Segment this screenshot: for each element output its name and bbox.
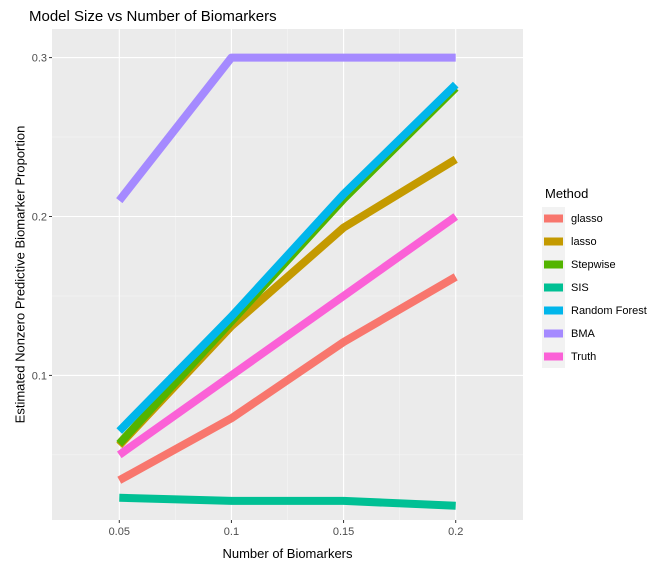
legend: Method glasso lasso Stepwise SIS Random Fore… bbox=[542, 186, 647, 368]
y-tick-label: 0.2 bbox=[32, 212, 47, 224]
y-axis-title: Estimated Nonzero Predictive Biomarker P… bbox=[13, 126, 28, 424]
x-tick-label: 0.2 bbox=[448, 526, 463, 538]
legend-label-truth: Truth bbox=[571, 351, 596, 363]
series-line-random-forest bbox=[116, 81, 459, 434]
y-tick-label: 0.3 bbox=[32, 53, 47, 65]
series-line-truth bbox=[116, 213, 459, 459]
y-tick-label: 0.1 bbox=[32, 370, 47, 382]
legend-label-lasso: lasso bbox=[571, 236, 597, 248]
legend-label-bma: BMA bbox=[571, 328, 596, 340]
x-tick-label: 0.1 bbox=[224, 526, 239, 538]
x-tick-label: 0.15 bbox=[333, 526, 354, 538]
legend-label-glasso: glasso bbox=[571, 213, 603, 225]
series-line-sis bbox=[119, 493, 456, 510]
legend-label-stepwise: Stepwise bbox=[571, 259, 616, 271]
series-line-glasso bbox=[117, 273, 458, 484]
plot-panel bbox=[52, 29, 523, 520]
series-line-bma bbox=[116, 53, 456, 204]
y-axis-ticks: 0.1 0.2 0.3 bbox=[32, 53, 52, 382]
legend-label-sis: SIS bbox=[571, 282, 589, 294]
legend-label-random-forest: Random Forest bbox=[571, 305, 647, 317]
x-axis-ticks: 0.05 0.1 0.15 0.2 bbox=[109, 520, 463, 538]
legend-title: Method bbox=[545, 186, 588, 201]
series-lines bbox=[116, 53, 459, 510]
chart-title: Model Size vs Number of Biomarkers bbox=[29, 8, 277, 25]
x-tick-label: 0.05 bbox=[109, 526, 130, 538]
x-axis-title: Number of Biomarkers bbox=[222, 546, 353, 561]
